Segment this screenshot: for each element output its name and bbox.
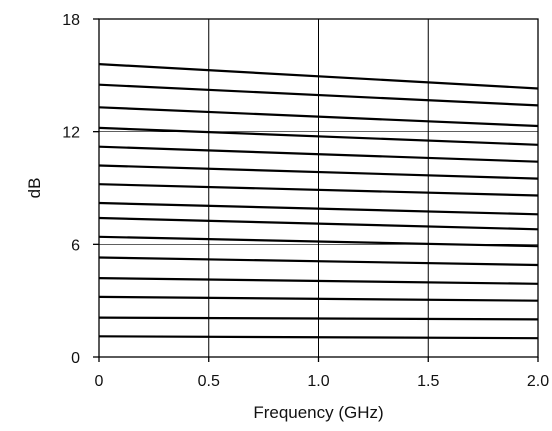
series-line (98, 256, 539, 267)
series-line (98, 83, 539, 107)
series-line (98, 216, 539, 231)
series-line (98, 295, 539, 302)
series-line (98, 201, 539, 216)
y-tick-label: 6 (71, 237, 80, 254)
series-line (98, 277, 539, 285)
y-tick-labels: 0 6 12 18 (62, 12, 99, 367)
x-tick-labels: 0 0.5 1.0 1.5 2.0 (95, 357, 549, 390)
series-line (98, 126, 539, 146)
x-tick-label: 1.0 (307, 373, 329, 390)
x-tick-label: 0.5 (198, 373, 220, 390)
series-line (98, 316, 539, 321)
x-tick-label: 0 (95, 373, 104, 390)
series-line (98, 164, 539, 180)
y-axis-label: dB (25, 178, 44, 199)
x-tick-label: 1.5 (417, 373, 439, 390)
series-line (98, 106, 539, 128)
series-line (98, 183, 539, 197)
y-tick-label: 0 (71, 350, 80, 367)
x-axis-label: Frequency (GHz) (253, 403, 383, 422)
y-tick-label: 18 (62, 12, 80, 29)
y-tick-label: 12 (62, 125, 80, 142)
series-line (98, 63, 539, 90)
x-tick-label: 2.0 (527, 373, 549, 390)
series-lines (98, 63, 539, 340)
series-line (98, 145, 539, 163)
series-line (98, 235, 539, 248)
series-line (98, 335, 539, 340)
grid-lines (99, 19, 538, 357)
